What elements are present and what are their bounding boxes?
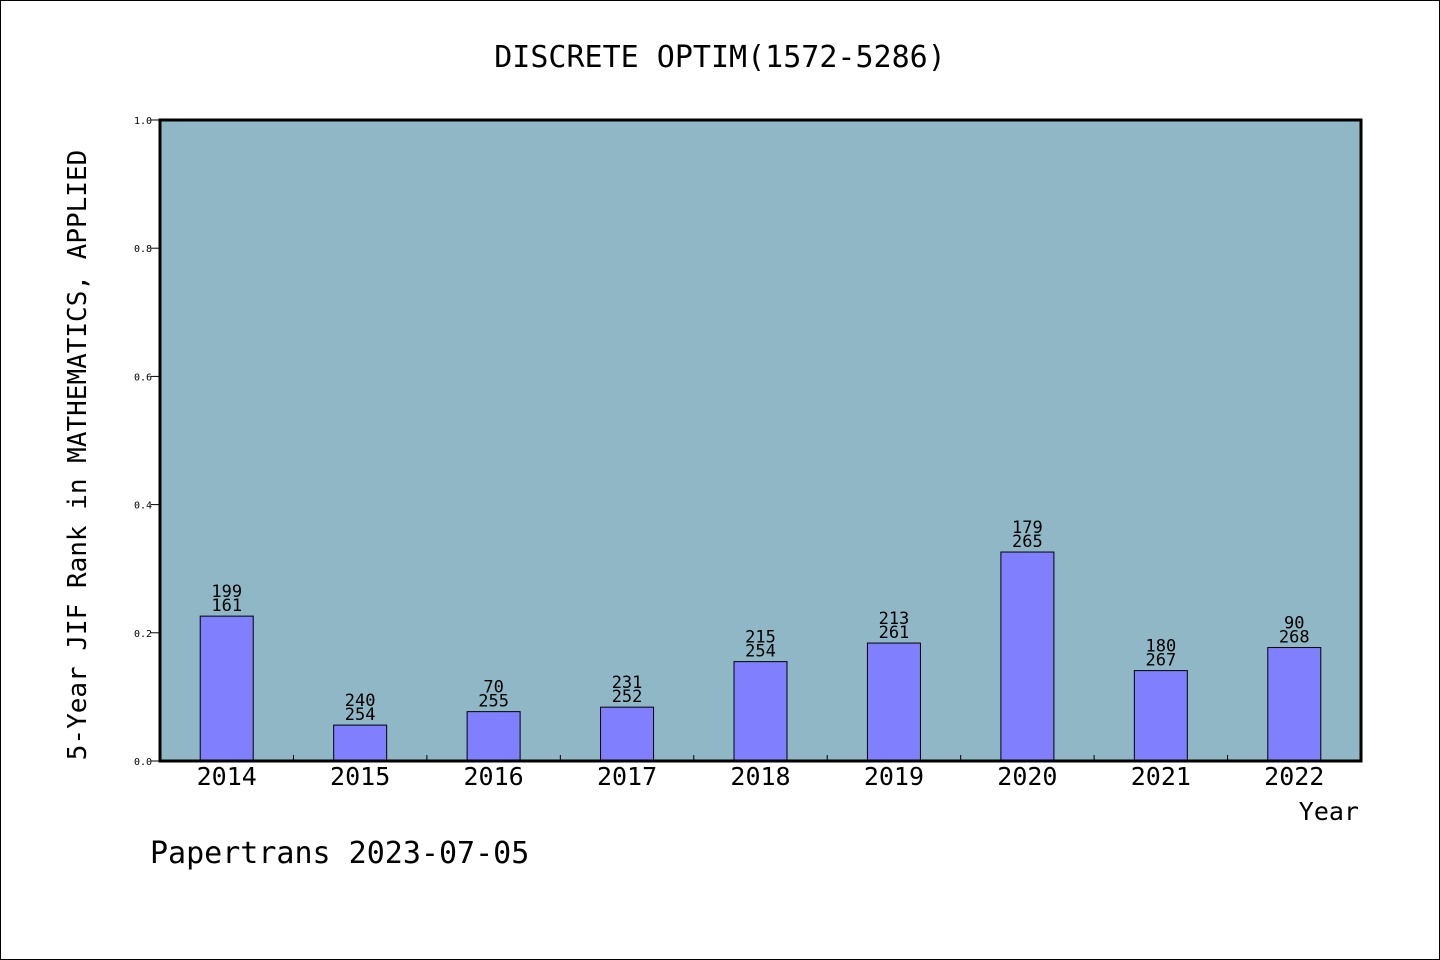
bar-2015 bbox=[333, 724, 388, 762]
x-tick-label: 2019 bbox=[864, 762, 924, 791]
x-tick-label: 2017 bbox=[597, 762, 657, 791]
bar-total-label: 255 bbox=[478, 692, 509, 712]
bar-total-label: 267 bbox=[1145, 651, 1176, 671]
bar-rank-label: 199 bbox=[211, 582, 242, 602]
bar-2020 bbox=[1000, 551, 1055, 762]
plot-area bbox=[160, 120, 1361, 761]
bar-rank-label: 90 bbox=[1284, 614, 1304, 634]
x-tick-label: 2018 bbox=[730, 762, 790, 791]
y-tick-label: 0.8 bbox=[134, 244, 152, 255]
bars-group bbox=[199, 551, 1322, 762]
x-tick-label: 2015 bbox=[330, 762, 390, 791]
x-tick-label: 2014 bbox=[197, 762, 257, 791]
y-tick-label: 0.4 bbox=[134, 501, 152, 512]
bar-2019 bbox=[866, 642, 921, 762]
bar-total-label: 261 bbox=[879, 623, 910, 643]
x-axis-label: Year bbox=[1299, 797, 1359, 826]
bar-2021 bbox=[1133, 670, 1188, 762]
bar-2017 bbox=[600, 706, 655, 762]
plot-border bbox=[158, 118, 1363, 763]
bar-total-label: 254 bbox=[745, 642, 776, 662]
x-axis: 2014 2015 2016 2017 2018 2019 2020 2021 2022 bbox=[197, 755, 1324, 791]
y-axis-label: 5-Year JIF Rank in MATHEMATICS, APPLIED bbox=[63, 150, 93, 760]
x-tick-label: 2022 bbox=[1264, 762, 1324, 791]
bar-rank-label: 213 bbox=[879, 609, 910, 629]
bar-rank-label: 240 bbox=[345, 691, 376, 711]
bar-total-label: 254 bbox=[345, 705, 376, 725]
bar-rank-label: 179 bbox=[1012, 518, 1043, 538]
bar-labels-group: 1991612402547025523125221525421326117926… bbox=[211, 518, 1309, 725]
y-tick-label: 0.0 bbox=[134, 757, 152, 768]
bar-total-label: 268 bbox=[1279, 628, 1310, 648]
y-tick-label: 1.0 bbox=[134, 116, 152, 127]
footer-credit: Papertrans 2023-07-05 bbox=[150, 836, 529, 871]
bar-2014 bbox=[199, 615, 254, 762]
y-tick-label: 0.6 bbox=[134, 372, 152, 383]
x-tick-label: 2020 bbox=[997, 762, 1057, 791]
bar-total-label: 161 bbox=[211, 596, 242, 616]
bar-rank-label: 70 bbox=[483, 678, 503, 698]
bar-total-label: 265 bbox=[1012, 532, 1043, 552]
x-tick-label: 2021 bbox=[1131, 762, 1191, 791]
bar-2022 bbox=[1267, 647, 1322, 762]
bar-rank-label: 180 bbox=[1145, 637, 1176, 657]
bar-2018 bbox=[733, 661, 788, 762]
bar-rank-label: 231 bbox=[612, 673, 643, 693]
bar-2016 bbox=[466, 711, 521, 762]
chart-title: DISCRETE OPTIM(1572-5286) bbox=[494, 40, 946, 75]
bar-rank-label: 215 bbox=[745, 628, 776, 648]
y-axis: 0.0 0.2 0.4 0.6 0.8 1.0 bbox=[134, 116, 160, 768]
x-tick-label: 2016 bbox=[464, 762, 524, 791]
y-tick-label: 0.2 bbox=[134, 629, 152, 640]
bar-total-label: 252 bbox=[612, 687, 643, 707]
